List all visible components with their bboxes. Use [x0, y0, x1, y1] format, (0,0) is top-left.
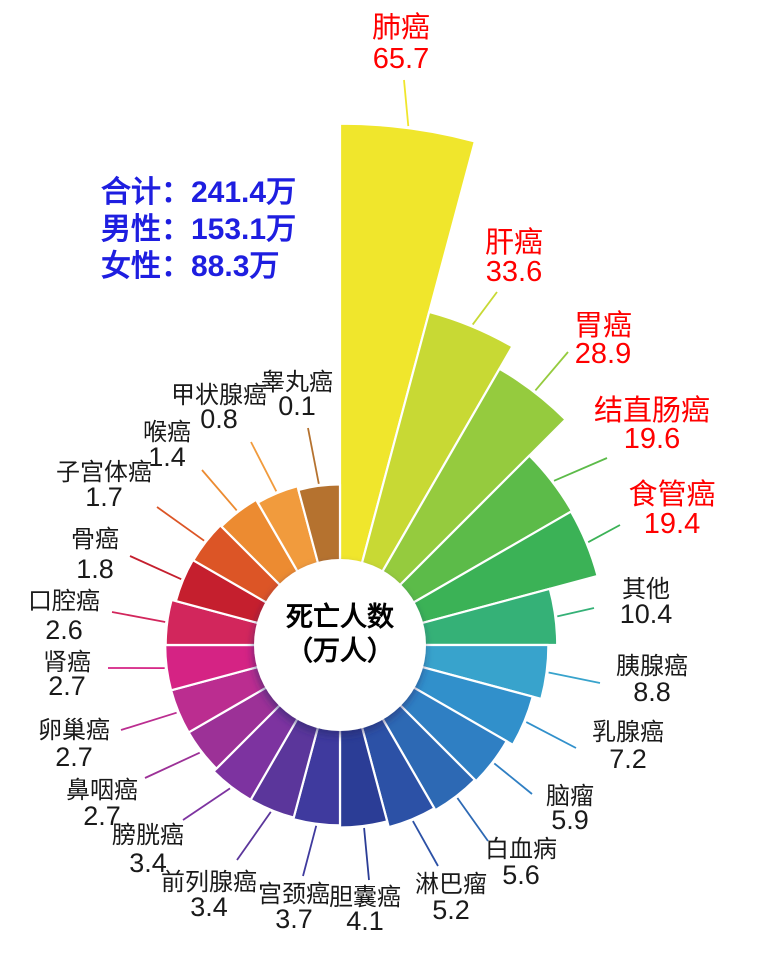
wedge-label-value-4: 19.4 [644, 508, 700, 540]
wedge-label-value-21: 1.4 [148, 442, 186, 472]
leader-line-15 [144, 751, 201, 779]
summary-block: 合计：241.4万 男性：153.1万 女性：88.3万 [101, 174, 296, 285]
wedge-label-value-1: 33.6 [486, 256, 542, 288]
wedge-label-value-5: 10.4 [620, 599, 673, 629]
center-disc [254, 559, 426, 731]
wedge-label-value-2: 28.9 [575, 338, 631, 370]
wedge-label-name-22: 甲状腺癌 [171, 382, 267, 409]
wedge-label-name-7: 乳腺癌 [592, 719, 664, 746]
leader-line-7 [525, 721, 577, 749]
wedge-label-name-14: 膀胱癌 [112, 822, 184, 849]
wedge-label-name-23: 睾丸癌 [261, 369, 333, 396]
wedge-1 [338, 310, 514, 647]
wedge-label-name-18: 口腔癌 [28, 588, 100, 615]
wedge-label-name-16: 卵巢癌 [38, 717, 110, 744]
summary-male: 男性：153.1万 [101, 213, 297, 246]
wedge-label-value-0: 65.7 [373, 43, 429, 75]
summary-female: 女性：88.3万 [101, 250, 280, 283]
leader-line-13 [236, 811, 272, 861]
leader-line-16 [120, 711, 177, 731]
wedge-label-value-11: 4.1 [346, 906, 384, 936]
wedge-label-name-6: 胰腺癌 [616, 653, 688, 680]
leader-line-21 [201, 469, 238, 511]
leader-line-22 [250, 441, 278, 492]
wedge-label-value-20: 1.7 [85, 482, 123, 512]
wedge-label-value-10: 5.2 [432, 895, 470, 925]
leader-line-23 [307, 427, 320, 484]
wedge-label-name-5: 其他 [622, 576, 670, 603]
leader-line-3 [553, 457, 608, 482]
wedge-label-name-0: 肺癌 [372, 11, 430, 44]
leader-line-11 [363, 827, 370, 881]
wedge-label-name-10: 淋巴瘤 [415, 871, 487, 898]
wedge-label-value-3: 19.6 [624, 423, 680, 455]
leader-line-10 [412, 820, 439, 867]
wedge-label-name-19: 骨癌 [71, 526, 119, 553]
leader-line-18 [111, 611, 166, 623]
wedge-label-name-11: 胆囊癌 [329, 884, 401, 911]
wedge-label-value-18: 2.6 [45, 615, 83, 645]
leader-line-5 [557, 607, 595, 618]
wedge-label-value-12: 3.7 [275, 904, 313, 934]
wedge-label-value-23: 0.1 [278, 391, 316, 421]
wedge-label-value-16: 2.7 [55, 742, 93, 772]
wedge-label-name-17: 肾癌 [43, 649, 91, 676]
wedge-label-name-12: 宫颈癌 [258, 881, 330, 908]
wedge-label-value-22: 0.8 [200, 404, 238, 434]
wedge-label-name-2: 胃癌 [574, 309, 632, 342]
wedge-label-value-9: 5.6 [502, 860, 540, 890]
wedge-label-name-20: 子宫体癌 [56, 459, 152, 486]
leader-line-20 [156, 506, 205, 542]
leader-line-12 [302, 825, 318, 877]
wedge-label-value-14: 3.4 [129, 848, 167, 878]
wedge-label-name-3: 结直肠癌 [594, 394, 710, 427]
wedge-label-value-8: 5.9 [551, 805, 589, 835]
wedge-label-name-9: 白血病 [485, 836, 557, 863]
leader-line-2 [534, 351, 569, 391]
leader-line-8 [493, 762, 533, 795]
wedge-label-value-15: 2.7 [83, 801, 121, 831]
wedge-label-name-21: 喉癌 [143, 419, 191, 446]
wedge-label-value-13: 3.4 [190, 892, 228, 922]
wedge-label-name-4: 食管癌 [628, 478, 715, 511]
summary-total: 合计：241.4万 [101, 176, 297, 209]
leader-lines [107, 79, 621, 881]
wedge-label-value-17: 2.7 [48, 671, 86, 701]
leader-line-14 [182, 787, 231, 821]
leader-line-4 [587, 524, 621, 543]
wedge-label-value-7: 7.2 [609, 744, 647, 774]
leader-line-6 [548, 671, 601, 684]
wedge-label-value-19: 1.8 [76, 554, 114, 584]
leader-line-0 [403, 79, 410, 127]
wedge-label-name-1: 肝癌 [485, 226, 543, 259]
wedge-0 [338, 122, 476, 647]
leader-line-1 [471, 291, 498, 326]
wedge-label-value-6: 8.8 [633, 677, 671, 707]
wedge-label-name-13: 前列腺癌 [161, 869, 257, 896]
leader-line-9 [456, 797, 489, 842]
leader-line-19 [129, 555, 182, 581]
wedge-2 [338, 367, 567, 647]
wedge-label-name-15: 鼻咽癌 [66, 777, 138, 804]
wedge-label-name-8: 脑瘤 [546, 783, 594, 810]
